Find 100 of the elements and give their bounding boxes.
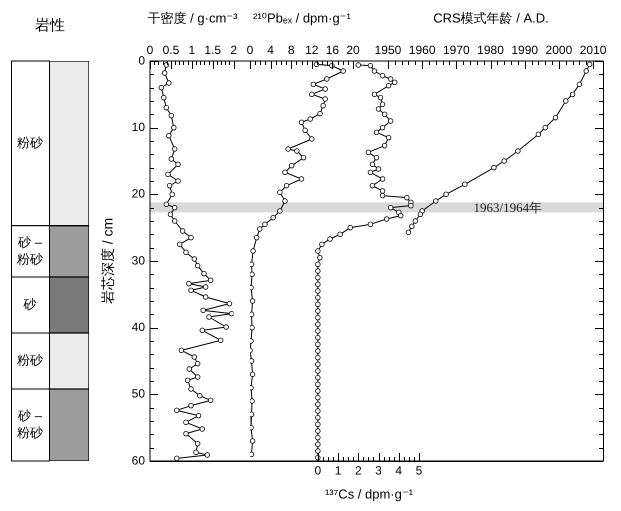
point	[201, 270, 207, 276]
point	[192, 354, 198, 360]
point	[320, 102, 326, 108]
y-axis-title: 岩芯深度 / cm	[99, 218, 116, 304]
point	[200, 328, 205, 334]
point	[183, 250, 189, 256]
series-label: 砂 – 粉砂	[17, 234, 43, 266]
point	[257, 226, 262, 232]
point	[162, 70, 168, 76]
x2-tick-label: 1950	[374, 43, 402, 58]
point	[165, 172, 171, 178]
x-tick-label: 16	[326, 43, 340, 58]
point	[166, 80, 172, 86]
point	[270, 214, 276, 220]
point	[174, 456, 180, 461]
x-tick-label: 20	[346, 43, 360, 58]
x-tick-label: 0.5	[162, 43, 180, 58]
point	[324, 76, 330, 82]
point	[183, 420, 189, 426]
y-tick-label: 10	[132, 120, 146, 134]
y-tick-label: 40	[132, 320, 146, 334]
point	[180, 228, 186, 234]
point	[192, 256, 198, 262]
point	[250, 412, 254, 418]
point	[250, 452, 254, 458]
point	[166, 132, 172, 138]
point	[206, 314, 212, 320]
series-label: 砂	[22, 296, 36, 312]
point	[284, 182, 290, 188]
point	[317, 110, 323, 116]
x-tick-label: 3	[375, 464, 382, 478]
point	[168, 212, 174, 218]
point	[184, 378, 190, 384]
band-label: 1963/1964年	[474, 200, 542, 215]
x-tick-label: 12	[305, 43, 319, 58]
point	[298, 120, 304, 126]
y-tick-label: 30	[132, 253, 146, 268]
point	[175, 178, 181, 184]
point	[202, 294, 208, 300]
point	[188, 386, 194, 392]
point	[194, 262, 200, 268]
x-tick-label: 4	[267, 43, 274, 58]
point	[285, 146, 291, 152]
point	[172, 146, 178, 152]
point	[250, 398, 255, 404]
point	[186, 366, 192, 372]
point	[193, 450, 199, 456]
point	[310, 82, 316, 88]
point	[322, 86, 328, 92]
point	[186, 280, 192, 286]
x2-tick-label: 1960	[408, 43, 436, 58]
point	[289, 162, 294, 168]
point	[300, 154, 306, 160]
point	[175, 162, 181, 168]
point	[197, 392, 202, 398]
point	[168, 112, 174, 118]
point	[174, 408, 180, 414]
x-axis-title: 干密度 / g·cm⁻³	[148, 10, 238, 26]
point	[254, 234, 260, 240]
point	[277, 208, 283, 214]
x-tick-label: 2	[230, 43, 238, 58]
point	[308, 116, 313, 122]
point	[250, 324, 255, 330]
point	[340, 68, 346, 74]
point	[200, 426, 205, 432]
point	[172, 204, 178, 210]
point	[250, 272, 255, 278]
point	[250, 248, 256, 254]
point	[250, 298, 256, 304]
point	[223, 324, 229, 330]
point	[166, 182, 172, 188]
point	[282, 198, 288, 204]
x-axis-title: ¹³⁷Cs / dpm·g⁻¹	[324, 486, 414, 502]
y-tick-label: 50	[132, 386, 146, 401]
point	[302, 128, 308, 134]
x-tick-label: 0	[246, 43, 254, 58]
point	[183, 430, 189, 436]
x2-tick-label: 2000	[546, 43, 573, 58]
point	[250, 358, 254, 364]
x-axis-title: ²¹⁰Pbₑₓ / dpm·g⁻¹	[253, 10, 352, 26]
point	[250, 312, 254, 318]
point	[282, 170, 288, 176]
point	[202, 284, 208, 290]
series-label: 砂 – 粉砂	[17, 408, 43, 440]
point	[204, 452, 210, 458]
point	[168, 156, 174, 162]
y-tick-label: 60	[132, 453, 146, 468]
series-label: 粉砂	[17, 352, 43, 368]
point	[172, 218, 178, 224]
x2-axis-title: CRS模式年龄 / A.D.	[433, 10, 549, 26]
point	[188, 234, 194, 240]
x2-tick-label: 1990	[511, 43, 538, 58]
x-tick-label: 1.5	[204, 43, 222, 58]
point	[164, 104, 170, 110]
point	[194, 374, 200, 380]
point	[309, 92, 314, 98]
x-tick-label: 8	[288, 43, 295, 58]
point	[177, 242, 182, 248]
point	[158, 84, 164, 90]
point	[309, 136, 314, 142]
